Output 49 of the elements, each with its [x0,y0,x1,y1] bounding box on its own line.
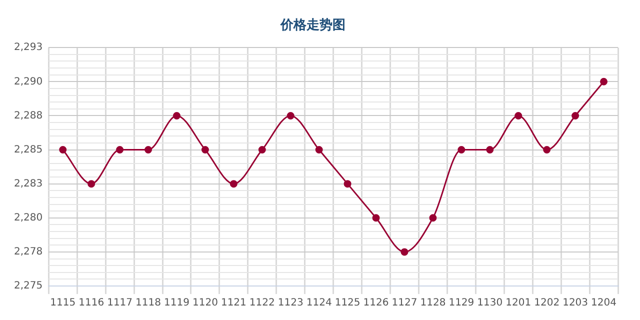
point [543,146,551,154]
x-tick-label: 1119 [164,298,190,309]
point [144,146,152,154]
y-tick-label: 2,278 [14,246,43,258]
x-tick-label: 1125 [334,298,360,309]
x-tick-label: 1121 [220,298,246,309]
x-tick-label: 1116 [78,298,104,309]
x-tick-label: 1126 [363,298,389,309]
point [486,146,494,154]
x-tick-label: 1128 [420,298,446,309]
x-tick-label: 1117 [107,298,133,309]
point [286,112,294,120]
x-tick-label: 1123 [278,298,304,309]
x-tick-label: 1115 [50,298,76,309]
y-tick-label: 2,293 [14,42,43,54]
point [372,214,380,222]
point [458,146,466,154]
point [400,248,408,256]
point [172,112,180,120]
x-tick-label: 1129 [448,298,474,309]
point [88,180,96,188]
x-tick-label: 1118 [136,298,161,309]
y-tick-label: 2,290 [14,76,43,88]
y-tick-label: 2,283 [14,178,43,190]
point [315,146,323,154]
x-tick-label: 1124 [306,298,332,309]
point [59,146,67,154]
y-tick-label: 2,280 [14,212,43,224]
point [514,112,522,120]
point [201,146,209,154]
x-tick-label: 1127 [392,298,418,309]
x-tick-label: 1204 [591,298,616,309]
point [116,146,124,154]
chart-title: 价格走势图 [280,17,346,34]
point [344,180,352,188]
x-tick-label: 1203 [562,298,588,309]
x-tick-label: 1201 [506,298,532,309]
point [600,78,608,86]
x-tick-label: 1130 [477,298,503,309]
y-tick-label: 2,275 [14,280,43,292]
point [258,146,266,154]
x-tick-label: 1122 [249,298,275,309]
point [429,214,437,222]
point [230,180,238,188]
x-tick-label: 1120 [192,298,218,309]
x-tick-label: 1202 [534,298,560,309]
y-tick-label: 2,285 [14,144,43,156]
point [572,112,580,120]
y-tick-label: 2,288 [14,110,43,122]
